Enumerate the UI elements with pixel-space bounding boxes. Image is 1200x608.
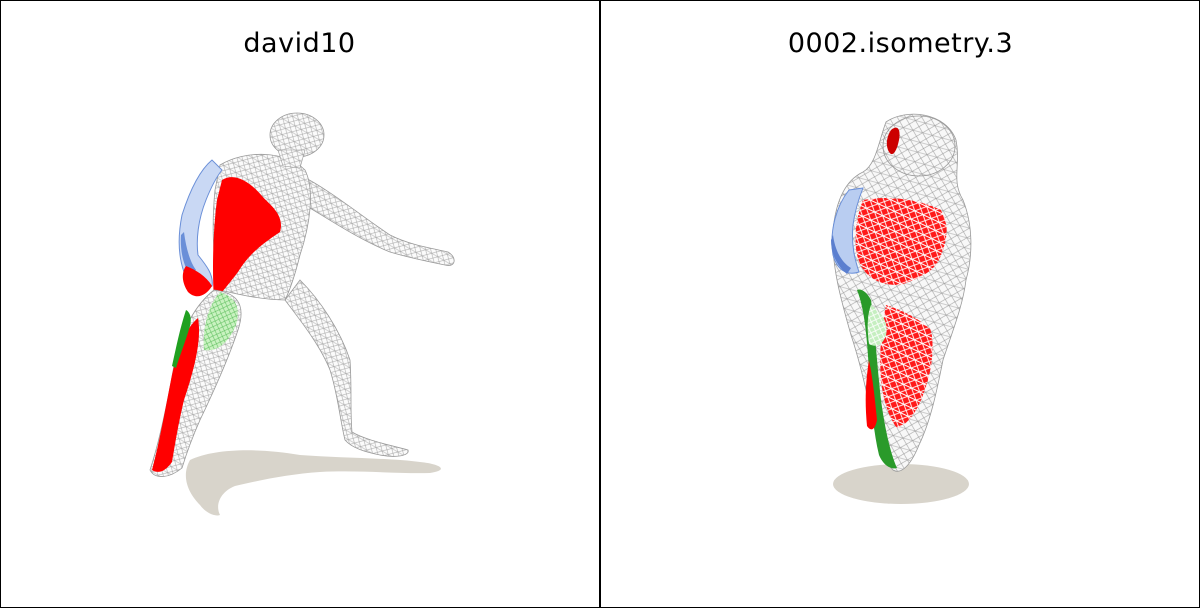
panel-title-left: david10 bbox=[243, 28, 356, 59]
highlight-blue-arm bbox=[180, 232, 196, 275]
highlight-green-thigh bbox=[203, 292, 238, 351]
panel-title-right: 0002.isometry.3 bbox=[787, 28, 1014, 59]
panel-right: 0002.isometry.3 bbox=[601, 0, 1200, 608]
highlight-green-leg-right bbox=[857, 289, 897, 469]
david-figure-render bbox=[149, 112, 455, 516]
highlight-red-leg-right bbox=[865, 360, 877, 430]
isometry-figure-render bbox=[831, 113, 972, 504]
highlight-red-lower bbox=[880, 305, 933, 428]
highlight-green-thigh-right bbox=[867, 305, 887, 346]
figure-leg-back bbox=[284, 279, 409, 457]
figure-arm-extended bbox=[299, 174, 455, 266]
panel-left: david10 bbox=[0, 0, 599, 608]
figure-head-right bbox=[882, 115, 956, 177]
ground-shadow bbox=[185, 450, 441, 516]
figure-neck bbox=[277, 149, 306, 169]
highlight-red-torso-right bbox=[855, 198, 947, 286]
highlight-red-torso bbox=[213, 177, 281, 300]
highlight-blue-arm-right bbox=[831, 235, 851, 274]
highlight-green-leg bbox=[172, 310, 191, 368]
figure-arm-blue-right bbox=[831, 187, 864, 274]
highlight-red-head bbox=[886, 127, 900, 155]
highlight-red-leg bbox=[152, 318, 200, 472]
ground-shadow-right bbox=[833, 464, 969, 504]
panel-divider bbox=[599, 0, 601, 608]
highlight-red-hand bbox=[182, 266, 212, 297]
